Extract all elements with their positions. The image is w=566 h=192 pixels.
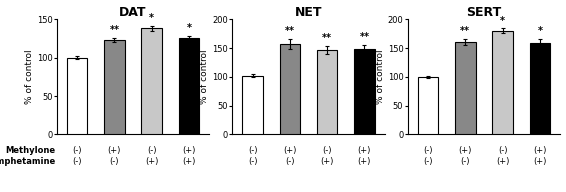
Text: (+): (+): [320, 157, 334, 166]
Text: (-): (-): [423, 146, 433, 155]
Text: (+): (+): [182, 146, 196, 155]
Text: (+): (+): [496, 157, 509, 166]
Y-axis label: % of control: % of control: [200, 50, 209, 104]
Text: (+): (+): [533, 157, 547, 166]
Text: (-): (-): [498, 146, 507, 155]
Text: (+): (+): [108, 146, 121, 155]
Text: (-): (-): [147, 146, 156, 155]
Bar: [67, 58, 87, 134]
Text: *: *: [500, 16, 505, 26]
Bar: [242, 76, 263, 134]
Text: *: *: [149, 13, 154, 23]
Text: (-): (-): [323, 146, 332, 155]
Text: (+): (+): [358, 146, 371, 155]
Title: SERT: SERT: [466, 6, 501, 19]
Bar: [455, 42, 475, 134]
Text: **: **: [285, 26, 295, 36]
Text: (+): (+): [458, 146, 472, 155]
Bar: [418, 77, 438, 134]
Text: (-): (-): [248, 146, 258, 155]
Bar: [530, 43, 550, 134]
Text: (+): (+): [283, 146, 297, 155]
Title: NET: NET: [295, 6, 322, 19]
Text: **: **: [109, 25, 119, 35]
Bar: [354, 49, 375, 134]
Text: (+): (+): [533, 146, 547, 155]
Text: **: **: [322, 33, 332, 43]
Text: Methamphetamine: Methamphetamine: [0, 157, 55, 166]
Bar: [317, 50, 337, 134]
Y-axis label: % of control: % of control: [376, 50, 385, 104]
Bar: [104, 40, 125, 134]
Text: (-): (-): [72, 157, 82, 166]
Text: (-): (-): [285, 157, 294, 166]
Bar: [142, 28, 162, 134]
Bar: [492, 31, 513, 134]
Text: (-): (-): [423, 157, 433, 166]
Y-axis label: % of control: % of control: [25, 50, 34, 104]
Text: *: *: [186, 23, 191, 33]
Text: (-): (-): [72, 146, 82, 155]
Text: **: **: [359, 32, 370, 42]
Text: (-): (-): [248, 157, 258, 166]
Bar: [179, 38, 199, 134]
Text: (+): (+): [145, 157, 158, 166]
Text: (-): (-): [461, 157, 470, 166]
Text: *: *: [537, 26, 542, 36]
Text: Methylone: Methylone: [5, 146, 55, 155]
Title: DAT: DAT: [119, 6, 147, 19]
Text: (+): (+): [182, 157, 196, 166]
Text: (+): (+): [358, 157, 371, 166]
Text: (-): (-): [110, 157, 119, 166]
Text: **: **: [460, 26, 470, 36]
Bar: [280, 44, 300, 134]
